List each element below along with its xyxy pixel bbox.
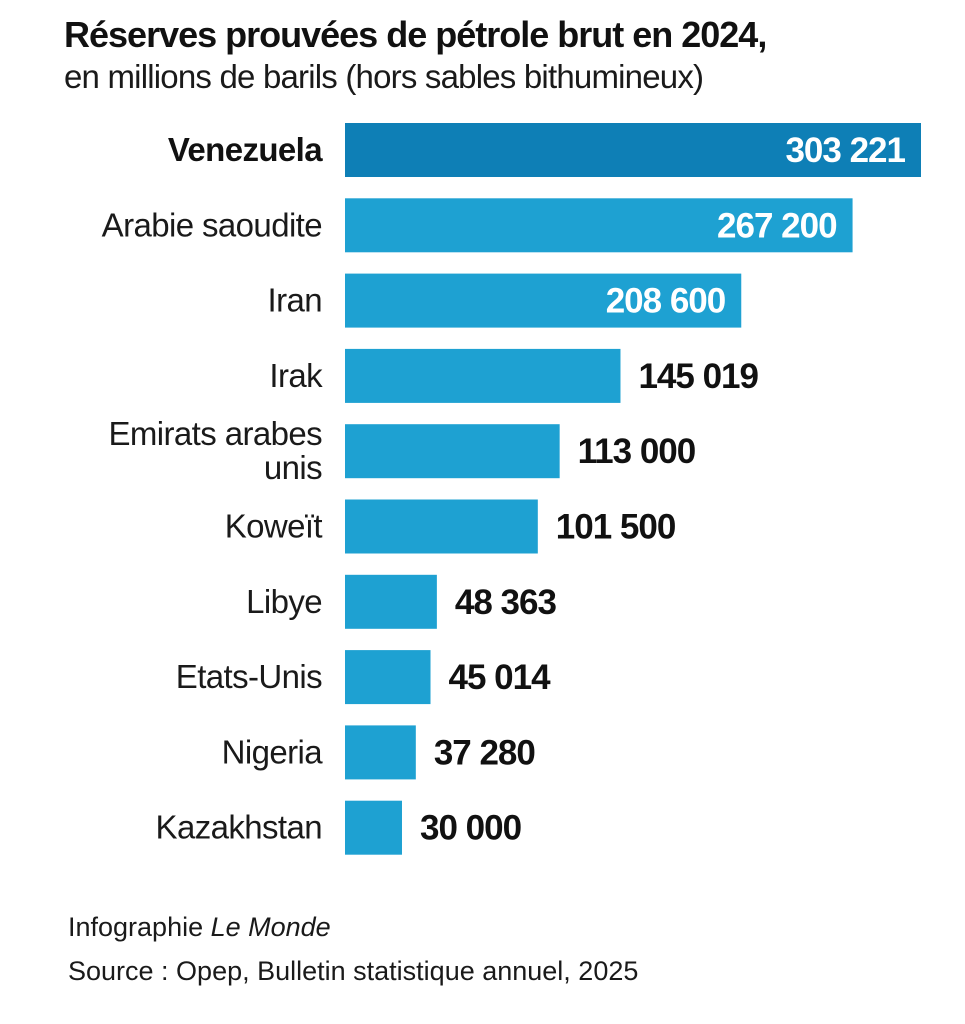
category-label: Koweït [225,508,323,545]
category-label: Arabie saoudite [102,206,322,243]
category-label: Nigeria [222,733,324,770]
value-label: 30 000 [420,809,522,848]
infographic-credit: Infographie Le Monde [68,912,331,943]
value-label: 267 200 [717,206,837,245]
bar [345,574,437,629]
value-label: 113 000 [578,432,696,471]
category-label: Irak [269,357,323,394]
credit-prefix: Infographie [68,912,211,942]
bar [345,424,560,479]
chart-title: Réserves prouvées de pétrole brut en 202… [64,14,767,55]
bar [345,800,402,855]
value-label: 48 363 [455,583,557,622]
bar [345,273,742,328]
credit-outlet: Le Monde [210,912,331,942]
value-label: 101 500 [556,508,676,547]
value-label: 37 280 [434,733,536,772]
value-label: 303 221 [785,131,905,170]
category-label: Etats-Unis [176,658,322,695]
bar [345,348,621,403]
value-label: 208 600 [606,282,726,321]
source-note: Source : Opep, Bulletin statistique annu… [68,956,639,986]
bar [345,123,921,177]
value-label: 145 019 [638,357,758,396]
category-label: Emirats arabes unis [108,415,322,486]
bar [345,499,538,554]
category-label: Libye [246,583,322,620]
chart-subtitle: en millions de barils (hors sables bithu… [64,58,704,95]
value-label: 45 014 [449,658,552,697]
category-label: Venezuela [168,131,323,168]
category-label: Iran [268,282,322,319]
bar [345,198,853,253]
category-label: Kazakhstan [156,809,322,846]
bar [345,725,416,780]
bar [345,650,431,705]
